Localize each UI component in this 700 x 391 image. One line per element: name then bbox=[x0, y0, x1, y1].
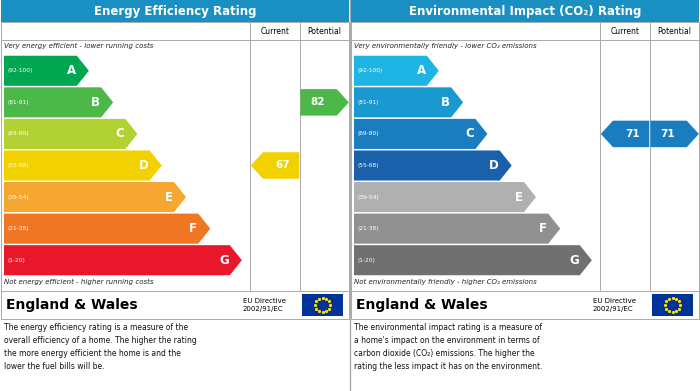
Text: (21-38): (21-38) bbox=[7, 226, 29, 231]
Polygon shape bbox=[4, 213, 210, 244]
Polygon shape bbox=[4, 87, 113, 117]
Text: (92-100): (92-100) bbox=[7, 68, 32, 73]
Text: The environmental impact rating is a measure of
a home's impact on the environme: The environmental impact rating is a mea… bbox=[354, 323, 542, 371]
Text: Very energy efficient - lower running costs: Very energy efficient - lower running co… bbox=[4, 43, 153, 49]
Polygon shape bbox=[4, 56, 89, 86]
Text: Energy Efficiency Rating: Energy Efficiency Rating bbox=[94, 5, 256, 18]
Text: (69-80): (69-80) bbox=[357, 131, 379, 136]
Text: Not environmentally friendly - higher CO₂ emissions: Not environmentally friendly - higher CO… bbox=[354, 279, 537, 285]
Text: 67: 67 bbox=[275, 160, 290, 170]
Bar bbox=[1, 22, 349, 291]
Text: (81-91): (81-91) bbox=[7, 100, 29, 105]
Text: (69-80): (69-80) bbox=[7, 131, 29, 136]
Bar bbox=[1, 291, 349, 319]
Text: E: E bbox=[515, 190, 523, 204]
Text: Potential: Potential bbox=[657, 27, 692, 36]
Polygon shape bbox=[4, 119, 137, 149]
Bar bbox=[652, 294, 693, 316]
Text: F: F bbox=[189, 222, 197, 235]
Bar bbox=[351, 291, 699, 319]
Text: Potential: Potential bbox=[307, 27, 342, 36]
Text: England & Wales: England & Wales bbox=[356, 298, 488, 312]
Text: G: G bbox=[569, 254, 579, 267]
Text: B: B bbox=[441, 96, 450, 109]
Text: (1-20): (1-20) bbox=[357, 258, 375, 263]
Bar bbox=[302, 294, 343, 316]
Text: (55-68): (55-68) bbox=[357, 163, 379, 168]
Polygon shape bbox=[300, 89, 349, 116]
Text: D: D bbox=[489, 159, 498, 172]
Polygon shape bbox=[601, 121, 650, 147]
Text: Current: Current bbox=[610, 27, 640, 36]
Text: (92-100): (92-100) bbox=[357, 68, 382, 73]
Polygon shape bbox=[354, 151, 512, 181]
Text: 71: 71 bbox=[625, 129, 640, 139]
Text: F: F bbox=[539, 222, 547, 235]
Text: EU Directive
2002/91/EC: EU Directive 2002/91/EC bbox=[243, 298, 286, 312]
Polygon shape bbox=[4, 245, 242, 275]
Text: Not energy efficient - higher running costs: Not energy efficient - higher running co… bbox=[4, 279, 153, 285]
Text: Current: Current bbox=[260, 27, 290, 36]
Text: G: G bbox=[219, 254, 229, 267]
Text: Very environmentally friendly - lower CO₂ emissions: Very environmentally friendly - lower CO… bbox=[354, 43, 537, 49]
Polygon shape bbox=[4, 182, 186, 212]
Text: C: C bbox=[116, 127, 125, 140]
Text: B: B bbox=[91, 96, 100, 109]
Polygon shape bbox=[251, 152, 300, 179]
Text: A: A bbox=[416, 64, 426, 77]
Bar bbox=[351, 22, 699, 291]
Polygon shape bbox=[354, 182, 536, 212]
Polygon shape bbox=[4, 151, 162, 181]
Text: E: E bbox=[165, 190, 173, 204]
Polygon shape bbox=[354, 245, 592, 275]
Text: A: A bbox=[66, 64, 76, 77]
Polygon shape bbox=[354, 213, 560, 244]
Text: Environmental Impact (CO₂) Rating: Environmental Impact (CO₂) Rating bbox=[409, 5, 641, 18]
Text: 82: 82 bbox=[310, 97, 325, 108]
Text: (81-91): (81-91) bbox=[357, 100, 379, 105]
Text: C: C bbox=[466, 127, 475, 140]
Text: The energy efficiency rating is a measure of the
overall efficiency of a home. T: The energy efficiency rating is a measur… bbox=[4, 323, 197, 371]
Bar bbox=[351, 0, 699, 22]
Text: (1-20): (1-20) bbox=[7, 258, 25, 263]
Text: (39-54): (39-54) bbox=[357, 195, 379, 199]
Text: EU Directive
2002/91/EC: EU Directive 2002/91/EC bbox=[593, 298, 636, 312]
Polygon shape bbox=[354, 56, 439, 86]
Text: 71: 71 bbox=[660, 129, 675, 139]
Text: England & Wales: England & Wales bbox=[6, 298, 138, 312]
Text: (39-54): (39-54) bbox=[7, 195, 29, 199]
Text: D: D bbox=[139, 159, 148, 172]
Text: (21-38): (21-38) bbox=[357, 226, 379, 231]
Polygon shape bbox=[354, 87, 463, 117]
Polygon shape bbox=[354, 119, 487, 149]
Text: (55-68): (55-68) bbox=[7, 163, 29, 168]
Polygon shape bbox=[650, 121, 699, 147]
Bar bbox=[1, 0, 349, 22]
